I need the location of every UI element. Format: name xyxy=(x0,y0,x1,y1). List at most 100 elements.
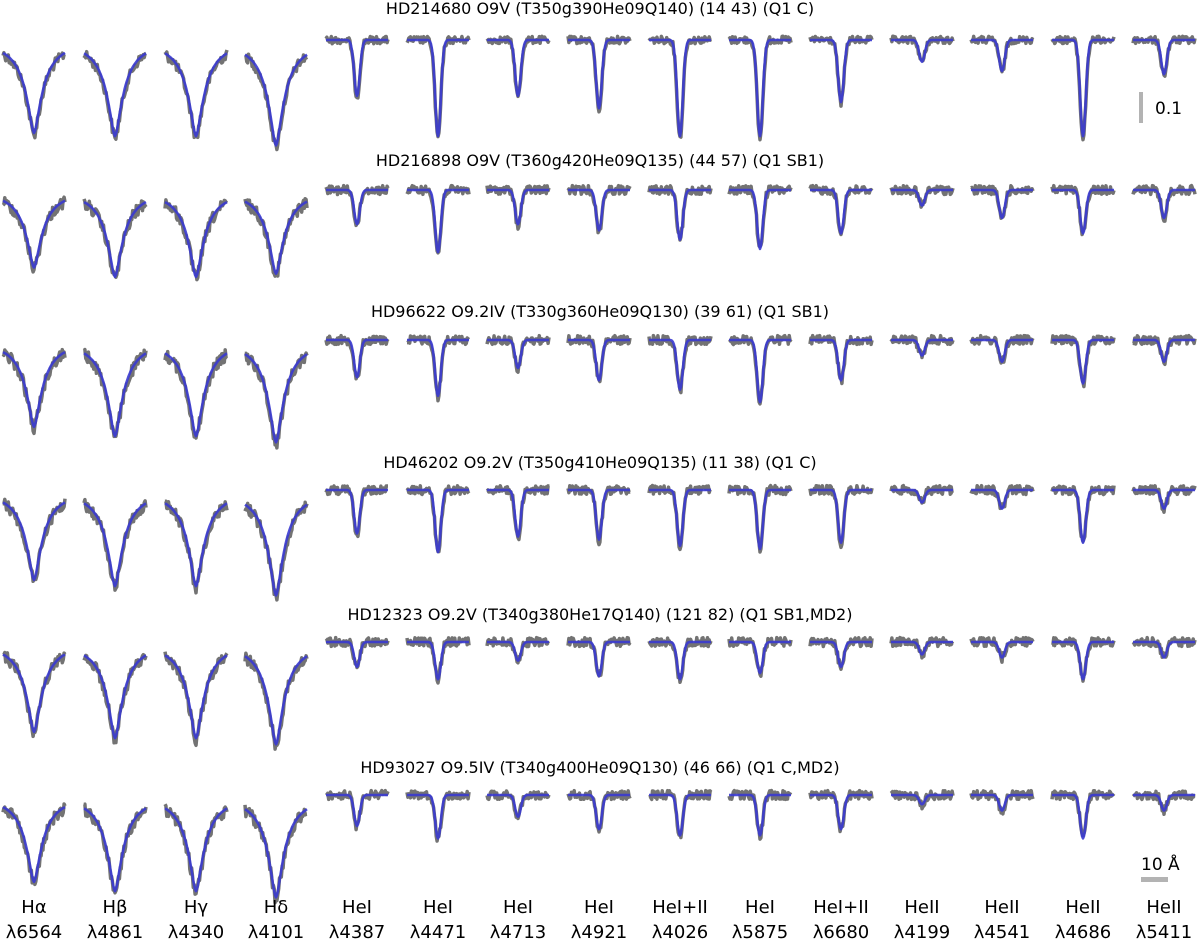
observed-spectrum-line xyxy=(889,789,955,811)
model-spectrum-line xyxy=(1051,188,1115,235)
model-spectrum-line xyxy=(1051,640,1115,681)
model-spectrum-line xyxy=(809,188,873,235)
line-panel xyxy=(405,484,471,554)
model-spectrum-line xyxy=(244,353,308,444)
observed-spectrum-line xyxy=(727,184,793,249)
model-spectrum-line xyxy=(164,200,228,279)
model-spectrum-line xyxy=(1132,793,1196,812)
model-spectrum-line xyxy=(486,38,550,98)
line-panel xyxy=(566,788,632,834)
line-panel xyxy=(244,351,309,450)
line-panel xyxy=(324,484,389,539)
line-panel xyxy=(728,333,793,406)
model-spectrum-line xyxy=(1051,338,1115,385)
line-panel xyxy=(727,635,793,678)
line-panel xyxy=(969,333,1035,365)
line-panel xyxy=(405,183,471,255)
model-spectrum-line xyxy=(809,793,873,831)
line-panel xyxy=(808,34,874,108)
observed-spectrum-line xyxy=(405,34,471,139)
line-panel xyxy=(969,34,1035,74)
model-spectrum-line xyxy=(164,352,228,438)
observed-spectrum-line xyxy=(1050,788,1116,838)
model-spectrum-line xyxy=(890,488,954,504)
column-wavelength-label: λ4861 xyxy=(87,922,143,942)
column-line-label: HeI xyxy=(423,897,453,918)
model-spectrum-line xyxy=(2,501,66,582)
line-panel xyxy=(889,333,955,360)
model-spectrum-line xyxy=(970,188,1034,220)
line-panel xyxy=(1131,484,1197,514)
line-panel xyxy=(647,635,713,685)
model-spectrum-line xyxy=(970,338,1034,363)
model-spectrum-line xyxy=(325,793,389,828)
observed-spectrum-line xyxy=(82,652,148,745)
model-spectrum-line xyxy=(486,338,550,370)
model-spectrum-line xyxy=(325,338,389,379)
model-spectrum-line xyxy=(648,793,712,837)
column-wavelength-label: λ4199 xyxy=(894,922,950,942)
line-panel xyxy=(82,347,148,439)
model-spectrum-line xyxy=(2,199,66,269)
model-spectrum-line xyxy=(1132,640,1196,659)
model-spectrum-line xyxy=(890,338,954,357)
line-panel xyxy=(647,184,713,242)
column-wavelength-label: λ4026 xyxy=(652,922,708,942)
model-spectrum-line xyxy=(970,640,1034,659)
line-panel xyxy=(566,183,632,235)
line-panel xyxy=(1051,636,1116,683)
line-panel xyxy=(485,484,550,542)
model-spectrum-line xyxy=(648,188,712,241)
model-spectrum-line xyxy=(406,793,470,840)
model-spectrum-line xyxy=(244,200,308,275)
model-spectrum-line xyxy=(567,188,631,232)
model-spectrum-line xyxy=(1051,793,1115,840)
model-spectrum-line xyxy=(1132,38,1196,76)
line-panel xyxy=(405,636,471,685)
row-title: HD96622 O9.2IV (T330g360He09Q130) (39 61… xyxy=(371,302,829,321)
column-line-label: Hα xyxy=(21,897,46,918)
column-wavelength-label: λ4340 xyxy=(168,922,224,942)
observed-spectrum-line xyxy=(243,500,309,602)
line-panel xyxy=(889,34,955,63)
model-spectrum-line xyxy=(809,338,873,382)
column-line-label: HeI+II xyxy=(813,897,869,918)
line-panel xyxy=(243,500,309,602)
observed-spectrum-line xyxy=(1131,484,1197,514)
model-spectrum-line xyxy=(164,502,228,588)
column-line-label: HeII xyxy=(1146,897,1181,918)
line-panel xyxy=(243,804,308,905)
column-line-label: HeI xyxy=(745,897,775,918)
line-panel xyxy=(324,333,390,381)
model-spectrum-line xyxy=(809,640,873,669)
model-spectrum-line xyxy=(728,793,792,837)
line-panel xyxy=(163,651,229,748)
line-panel xyxy=(243,197,309,278)
line-panel xyxy=(727,184,793,251)
model-spectrum-line xyxy=(890,793,954,806)
line-panel xyxy=(82,497,148,592)
line-panel xyxy=(244,52,309,152)
observed-spectrum-line xyxy=(727,788,793,841)
model-spectrum-line xyxy=(970,38,1034,73)
line-panel xyxy=(727,788,793,841)
observed-spectrum-line xyxy=(1131,635,1197,659)
line-panel xyxy=(566,635,632,678)
model-spectrum-line xyxy=(164,52,228,138)
column-wavelength-label: λ4387 xyxy=(329,922,385,942)
wavelength-scale-label: 10 Å xyxy=(1141,853,1180,875)
line-panel xyxy=(485,34,551,99)
column-line-label: HeII xyxy=(984,897,1019,918)
model-spectrum-line xyxy=(486,640,550,662)
model-spectrum-line xyxy=(648,38,712,138)
line-panel xyxy=(647,34,713,139)
column-line-label: Hγ xyxy=(184,897,209,918)
model-spectrum-line xyxy=(83,200,147,279)
line-panel xyxy=(1131,183,1197,223)
column-labels: Hα λ6564 Hβ λ4861 Hγ λ4340 Hδ λ4101 HeI λ4387 HeI λ… xyxy=(6,897,1192,942)
model-spectrum-line xyxy=(486,188,550,226)
column-wavelength-label: λ4541 xyxy=(974,922,1030,942)
observed-spectrum-line xyxy=(1131,183,1197,223)
observed-spectrum-line xyxy=(1050,484,1116,543)
